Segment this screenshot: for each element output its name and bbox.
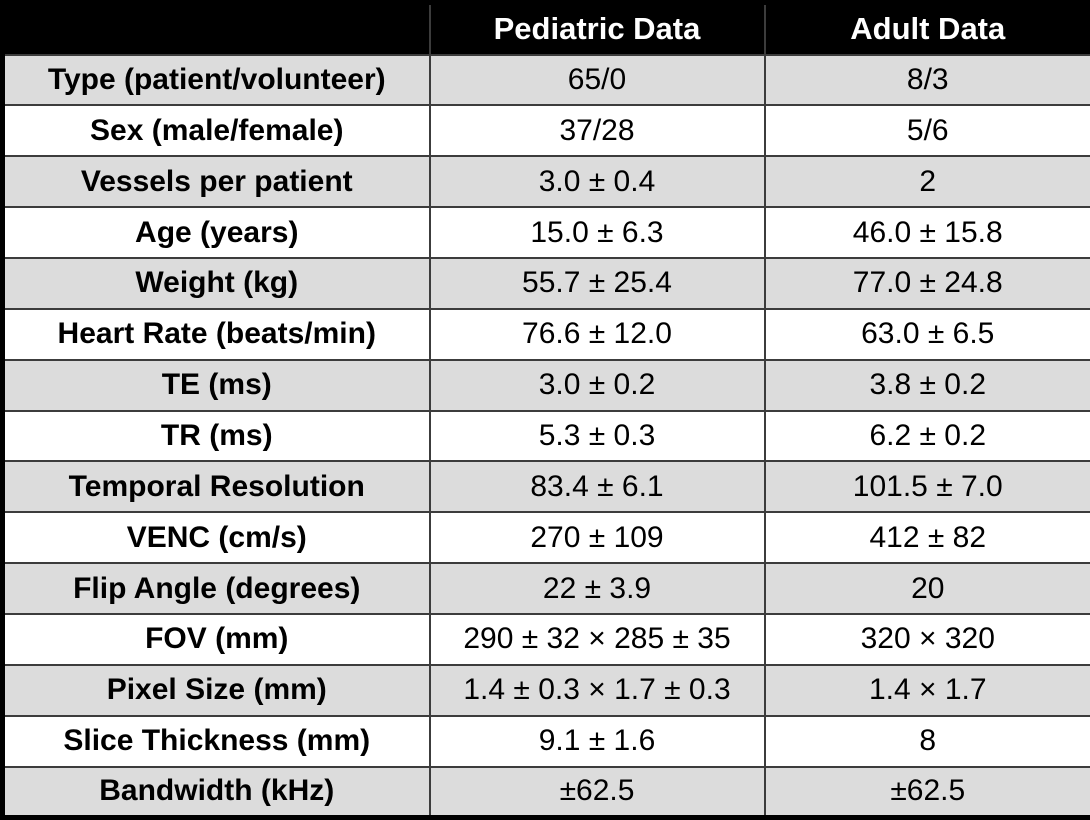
adult-value-cell: 412 ± 82 bbox=[763, 511, 1090, 565]
pediatric-value-cell: 37/28 bbox=[428, 104, 766, 158]
row-label: Bandwidth (kHz) bbox=[1, 765, 431, 819]
table-row: Age (years) 15.0 ± 6.3 46.0 ± 15.8 bbox=[1, 206, 1090, 259]
pediatric-value-cell: 3.0 ± 0.2 bbox=[428, 358, 766, 412]
row-label: Vessels per patient bbox=[1, 155, 431, 209]
header-row: Pediatric Data Adult Data bbox=[1, 1, 1090, 56]
adult-value-cell: 3.8 ± 0.2 bbox=[763, 358, 1090, 412]
row-label: Sex (male/female) bbox=[1, 104, 431, 158]
pediatric-value-cell: 9.1 ± 1.6 bbox=[428, 714, 766, 768]
table-row: Bandwidth (kHz) ±62.5 ±62.5 bbox=[1, 765, 1090, 819]
corner-header-cell bbox=[1, 1, 431, 56]
pediatric-value-cell: 290 ± 32 × 285 ± 35 bbox=[428, 612, 766, 666]
pediatric-value-cell: 15.0 ± 6.3 bbox=[428, 206, 766, 259]
pediatric-value-cell: 270 ± 109 bbox=[428, 511, 766, 565]
row-label: Weight (kg) bbox=[1, 256, 431, 310]
adult-value-cell: 77.0 ± 24.8 bbox=[763, 256, 1090, 310]
adult-value-cell: 5/6 bbox=[763, 104, 1090, 158]
row-label: TR (ms) bbox=[1, 409, 431, 463]
table-row: FOV (mm) 290 ± 32 × 285 ± 35 320 × 320 bbox=[1, 612, 1090, 666]
table-row: Heart Rate (beats/min) 76.6 ± 12.0 63.0 ± … bbox=[1, 307, 1090, 361]
pediatric-value-cell: 76.6 ± 12.0 bbox=[428, 307, 766, 361]
table-row: Sex (male/female) 37/28 5/6 bbox=[1, 104, 1090, 158]
table-row: Type (patient/volunteer) 65/0 8/3 bbox=[1, 53, 1090, 107]
adult-value-cell: 8 bbox=[763, 714, 1090, 768]
adult-value-cell: 2 bbox=[763, 155, 1090, 209]
adult-value-cell: 1.4 × 1.7 bbox=[763, 663, 1090, 717]
adult-value-cell: 8/3 bbox=[763, 53, 1090, 107]
adult-value-cell: 20 bbox=[763, 562, 1090, 615]
table-row: Weight (kg) 55.7 ± 25.4 77.0 ± 24.8 bbox=[1, 256, 1090, 310]
table-row: Slice Thickness (mm) 9.1 ± 1.6 8 bbox=[1, 714, 1090, 768]
table-row: TR (ms) 5.3 ± 0.3 6.2 ± 0.2 bbox=[1, 409, 1090, 463]
table-row: VENC (cm/s) 270 ± 109 412 ± 82 bbox=[1, 511, 1090, 565]
adult-value-cell: 46.0 ± 15.8 bbox=[763, 206, 1090, 259]
pediatric-value-cell: 55.7 ± 25.4 bbox=[428, 256, 766, 310]
row-label: Temporal Resolution bbox=[1, 460, 431, 514]
row-label: Slice Thickness (mm) bbox=[1, 714, 431, 768]
pediatric-value-cell: 5.3 ± 0.3 bbox=[428, 409, 766, 463]
row-label: Age (years) bbox=[1, 206, 431, 259]
table-row: Temporal Resolution 83.4 ± 6.1 101.5 ± 7.0 bbox=[1, 460, 1090, 514]
adult-value-cell: 320 × 320 bbox=[763, 612, 1090, 666]
pediatric-value-cell: ±62.5 bbox=[428, 765, 766, 819]
table-row: Vessels per patient 3.0 ± 0.4 2 bbox=[1, 155, 1090, 209]
table-row: TE (ms) 3.0 ± 0.2 3.8 ± 0.2 bbox=[1, 358, 1090, 412]
pediatric-value-cell: 1.4 ± 0.3 × 1.7 ± 0.3 bbox=[428, 663, 766, 717]
pediatric-value-cell: 83.4 ± 6.1 bbox=[428, 460, 766, 514]
row-label: Heart Rate (beats/min) bbox=[1, 307, 431, 361]
pediatric-value-cell: 22 ± 3.9 bbox=[428, 562, 766, 615]
row-label: VENC (cm/s) bbox=[1, 511, 431, 565]
row-label: FOV (mm) bbox=[1, 612, 431, 666]
adult-value-cell: 63.0 ± 6.5 bbox=[763, 307, 1090, 361]
row-label: Pixel Size (mm) bbox=[1, 663, 431, 717]
row-label: Flip Angle (degrees) bbox=[1, 562, 431, 615]
table-row: Pixel Size (mm) 1.4 ± 0.3 × 1.7 ± 0.3 1.4 … bbox=[1, 663, 1090, 717]
table-row: Flip Angle (degrees) 22 ± 3.9 20 bbox=[1, 562, 1090, 615]
row-label: Type (patient/volunteer) bbox=[1, 53, 431, 107]
column-header-adult: Adult Data bbox=[763, 1, 1090, 56]
adult-value-cell: 6.2 ± 0.2 bbox=[763, 409, 1090, 463]
adult-value-cell: ±62.5 bbox=[763, 765, 1090, 819]
pediatric-value-cell: 3.0 ± 0.4 bbox=[428, 155, 766, 209]
adult-value-cell: 101.5 ± 7.0 bbox=[763, 460, 1090, 514]
row-label: TE (ms) bbox=[1, 358, 431, 412]
pediatric-value-cell: 65/0 bbox=[428, 53, 766, 107]
column-header-pediatric: Pediatric Data bbox=[428, 1, 766, 56]
